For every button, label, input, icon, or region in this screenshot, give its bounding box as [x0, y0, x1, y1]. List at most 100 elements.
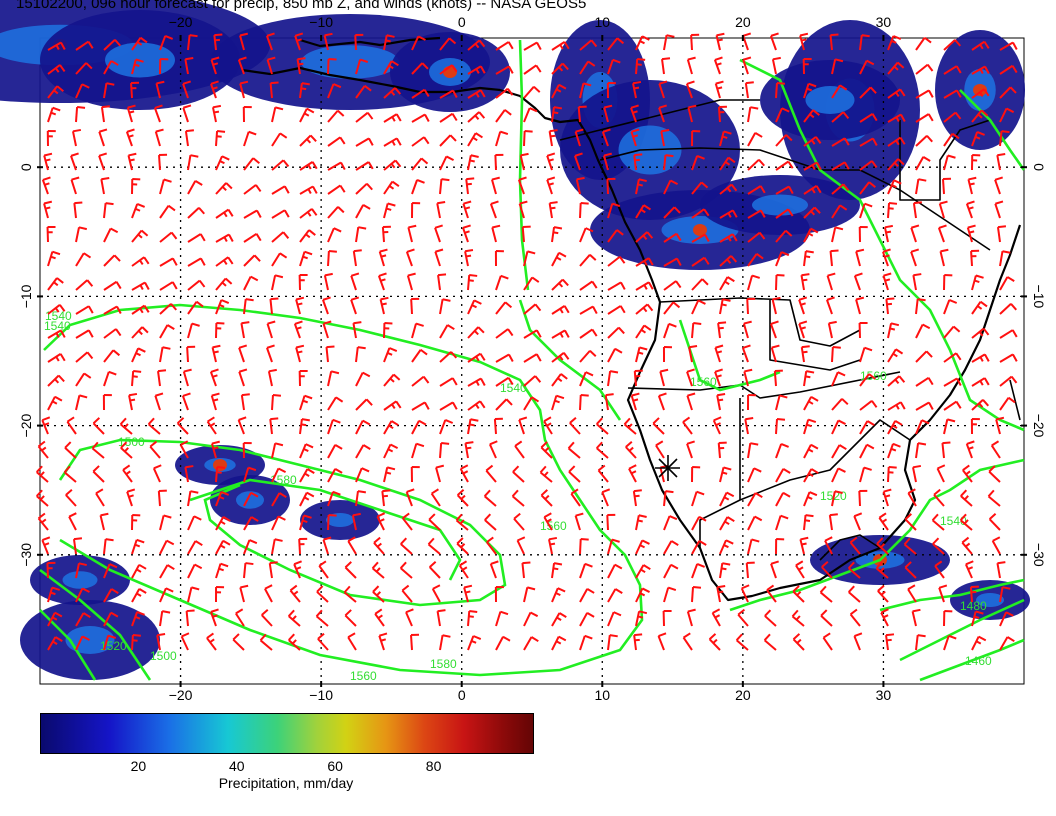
wind-barb: [831, 183, 850, 195]
wind-barb: [574, 128, 584, 147]
wind-barb: [271, 106, 284, 123]
wind-barb: [876, 537, 889, 555]
wind-barb: [659, 368, 669, 387]
wind-barb: [551, 278, 569, 291]
contour-label: 1480: [960, 599, 987, 613]
wind-barb: [606, 82, 616, 99]
wind-barb: [489, 200, 499, 219]
wind-barb: [548, 536, 558, 555]
wind-barb: [239, 32, 249, 51]
wind-barb: [266, 344, 275, 363]
wind-barb: [271, 185, 290, 195]
wind-barb: [243, 209, 262, 219]
wind-barb: [915, 135, 933, 147]
wind-barb: [103, 538, 114, 555]
forecast-map: 1500 1540 1560 1580 1520 1500 1480 1460 1540 1560…: [0, 0, 1047, 700]
wind-barb: [859, 160, 878, 171]
wind-barb: [988, 465, 1001, 483]
wind-barb: [126, 104, 136, 123]
wind-barb: [378, 632, 388, 651]
wind-barb: [269, 81, 279, 99]
wind-barb: [690, 33, 700, 51]
wind-barb: [126, 488, 136, 507]
contour-coast-2: [678, 319, 781, 392]
wind-barb: [887, 35, 902, 51]
wind-barb: [719, 562, 731, 579]
wind-barb: [803, 206, 821, 219]
wind-barb: [206, 632, 217, 651]
wind-barb: [691, 562, 705, 579]
wind-barb: [47, 374, 65, 387]
wind-barb: [996, 225, 1007, 243]
wind-barb: [803, 184, 822, 195]
wind-barb: [103, 39, 122, 51]
wind-barb: [831, 161, 850, 171]
wind-barb: [131, 203, 146, 219]
contour-label: 1580: [430, 657, 457, 671]
wind-barb: [635, 514, 647, 531]
wind-barb: [131, 588, 147, 603]
wind-barb: [405, 488, 415, 507]
wind-barb: [660, 129, 670, 147]
wind-barb: [434, 224, 443, 243]
wind-barb: [934, 560, 945, 579]
wind-barb: [46, 130, 56, 147]
tick-mark-top: [320, 35, 323, 41]
wind-barb: [775, 442, 789, 459]
wind-barb: [383, 466, 396, 483]
wind-barb: [493, 417, 503, 435]
wind-barb: [607, 305, 626, 315]
wind-barb: [971, 353, 990, 363]
wind-barb: [740, 584, 750, 603]
wind-barb: [551, 329, 570, 339]
wind-barb: [459, 464, 469, 483]
wind-barb: [717, 321, 727, 339]
wind-barb: [299, 443, 314, 459]
tick-mark-bottom: [320, 681, 323, 687]
wind-barb: [829, 33, 839, 51]
wind-barb: [439, 351, 458, 363]
wind-barb: [719, 466, 732, 483]
wind-barb: [131, 347, 146, 363]
wind-barb: [775, 274, 785, 291]
wind-barb: [635, 539, 650, 555]
wind-barb: [149, 440, 161, 459]
wind-barb: [428, 513, 441, 531]
wind-barb: [523, 250, 536, 267]
wind-barb: [691, 208, 710, 219]
wind-barb: [999, 396, 1016, 411]
wind-barb: [943, 325, 961, 339]
wind-barb: [971, 274, 984, 291]
wind-barb: [131, 538, 145, 555]
wind-barb: [159, 58, 169, 75]
marker-d2: [658, 458, 678, 478]
wind-barb: [47, 395, 63, 411]
wind-barb: [971, 377, 990, 387]
wind-barb: [374, 608, 385, 627]
wind-barb: [915, 376, 934, 387]
wind-barb: [379, 296, 389, 315]
wind-barb: [652, 417, 665, 435]
wind-barb: [523, 353, 542, 363]
wind-barb: [543, 416, 553, 435]
wind-barb: [159, 514, 172, 531]
wind-barb: [484, 513, 497, 531]
wind-barb: [271, 132, 288, 147]
wind-barb: [352, 249, 362, 267]
wind-barb: [717, 105, 727, 123]
wind-barb: [428, 561, 441, 579]
wind-barb: [686, 608, 696, 627]
wind-barb: [943, 89, 962, 99]
wind-barb: [439, 89, 458, 99]
wind-barb: [859, 466, 872, 483]
wind-barb: [579, 588, 595, 603]
wind-barb: [187, 490, 199, 507]
wind-barb: [551, 562, 563, 579]
wind-barb: [887, 61, 905, 75]
wind-barb: [243, 232, 262, 243]
wind-barb: [75, 279, 94, 291]
wind-barb: [999, 276, 1015, 291]
wind-barb: [551, 635, 567, 651]
wind-barb: [439, 324, 455, 339]
wind-barb: [299, 134, 317, 147]
